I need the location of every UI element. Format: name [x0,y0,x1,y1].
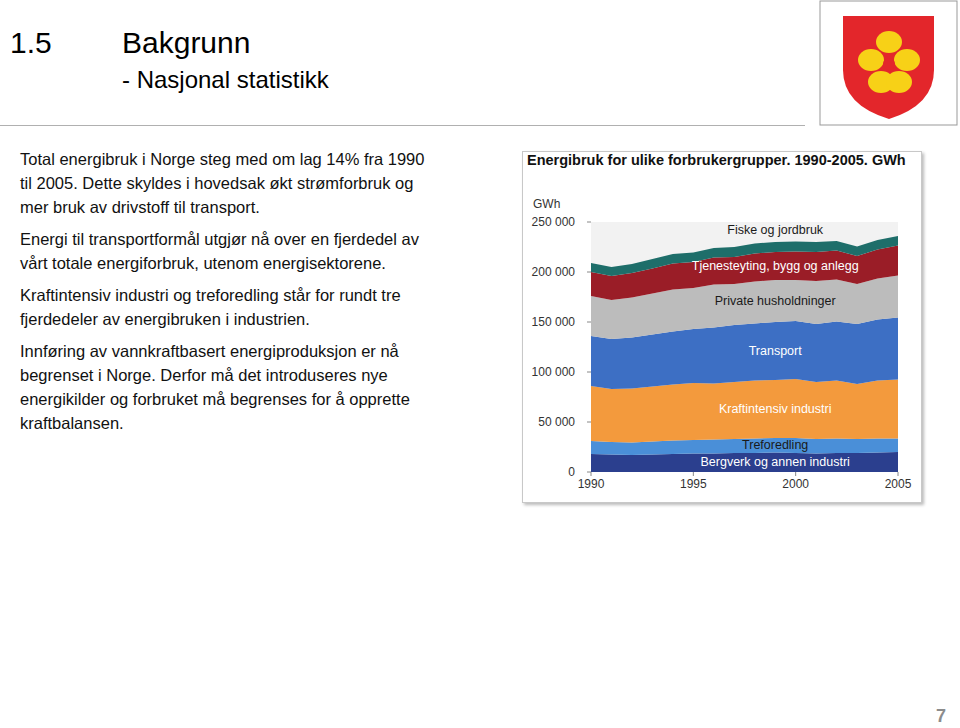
paragraph-line: vårt totale energiforbruk, utenom energi… [20,254,386,273]
y-tick-label: 250 000 [532,215,576,229]
logo-petal [858,49,884,71]
chart-title: Energibruk for ulike forbrukergrupper. 1… [527,152,907,169]
paragraph-line: kraftbalansen. [20,414,124,433]
paragraph-line: Kraftintensiv industri og treforedling s… [20,286,401,305]
series-label: Bergverk og annen industri [700,455,849,469]
x-tick-label: 2005 [885,477,912,491]
x-tick [898,472,899,476]
area [591,236,898,276]
x-tick-label: 1995 [680,477,707,491]
y-tick [587,222,591,223]
series-label: Kraftintensiv industri [719,402,832,416]
plot-background [591,222,898,472]
y-tick [587,272,591,273]
area [591,379,898,443]
logo [819,0,959,127]
series-label: Treforedling [742,438,808,452]
paragraph-line: fjerdedeler av energibruken i industrien… [20,310,310,329]
series-label: Transport [749,344,803,358]
x-tick [693,472,694,476]
logo-frame [820,1,957,125]
series-label: Tjenesteyting, bygg og anlegg [692,259,859,273]
paragraph-line: Total energibruk i Norge steg med om lag… [20,150,424,169]
logo-petal [886,71,912,93]
y-tick-label: 50 000 [538,415,575,429]
y-axis-label: GWh [533,197,560,211]
y-tick-label: 0 [568,465,575,479]
paragraph-line: energikilder og forbruket må begrenses f… [20,390,410,409]
x-tick-label: 2000 [782,477,809,491]
x-tick [795,472,796,476]
y-tick-label: 100 000 [532,365,576,379]
logo-center [883,58,895,70]
x-tick [591,472,592,476]
areas [591,236,898,472]
series-label: Private husholdninger [715,294,836,308]
logo-petal [894,49,920,71]
paragraph-line: begrenset i Norge. Derfor må det introdu… [20,366,388,385]
paragraph-line: Innføring av vannkraftbasert energiprodu… [20,342,399,361]
y-tick [587,472,591,473]
divider [0,125,805,126]
logo-shield [843,16,934,119]
series-label: Fiske og jordbruk [727,223,824,237]
x-tick-label: 1990 [578,477,605,491]
y-tick [587,322,591,323]
y-tick-label: 150 000 [532,315,576,329]
y-tick-label: 200 000 [532,265,576,279]
area [591,452,898,472]
section-number: 1.5 [10,26,52,60]
paragraph-line: mer bruk av drivstoff til transport. [20,198,260,217]
slide-subtitle: - Nasjonal statistikk [122,66,329,94]
chart: GWh 0 50 000 100 000 150 000 200 000 250 000 19… [523,152,921,502]
logo-petal [876,31,902,53]
y-tick [587,372,591,373]
chart-box: Energibruk for ulike forbrukergrupper. 1… [522,151,922,503]
slide-title: Bakgrunn [122,26,250,60]
paragraph-line: til 2005. Dette skyldes i hovedsak økt s… [20,174,413,193]
y-tick [587,422,591,423]
page-number: 7 [936,706,946,727]
paragraph-line: Energi til transportformål utgjør nå ove… [20,230,419,249]
